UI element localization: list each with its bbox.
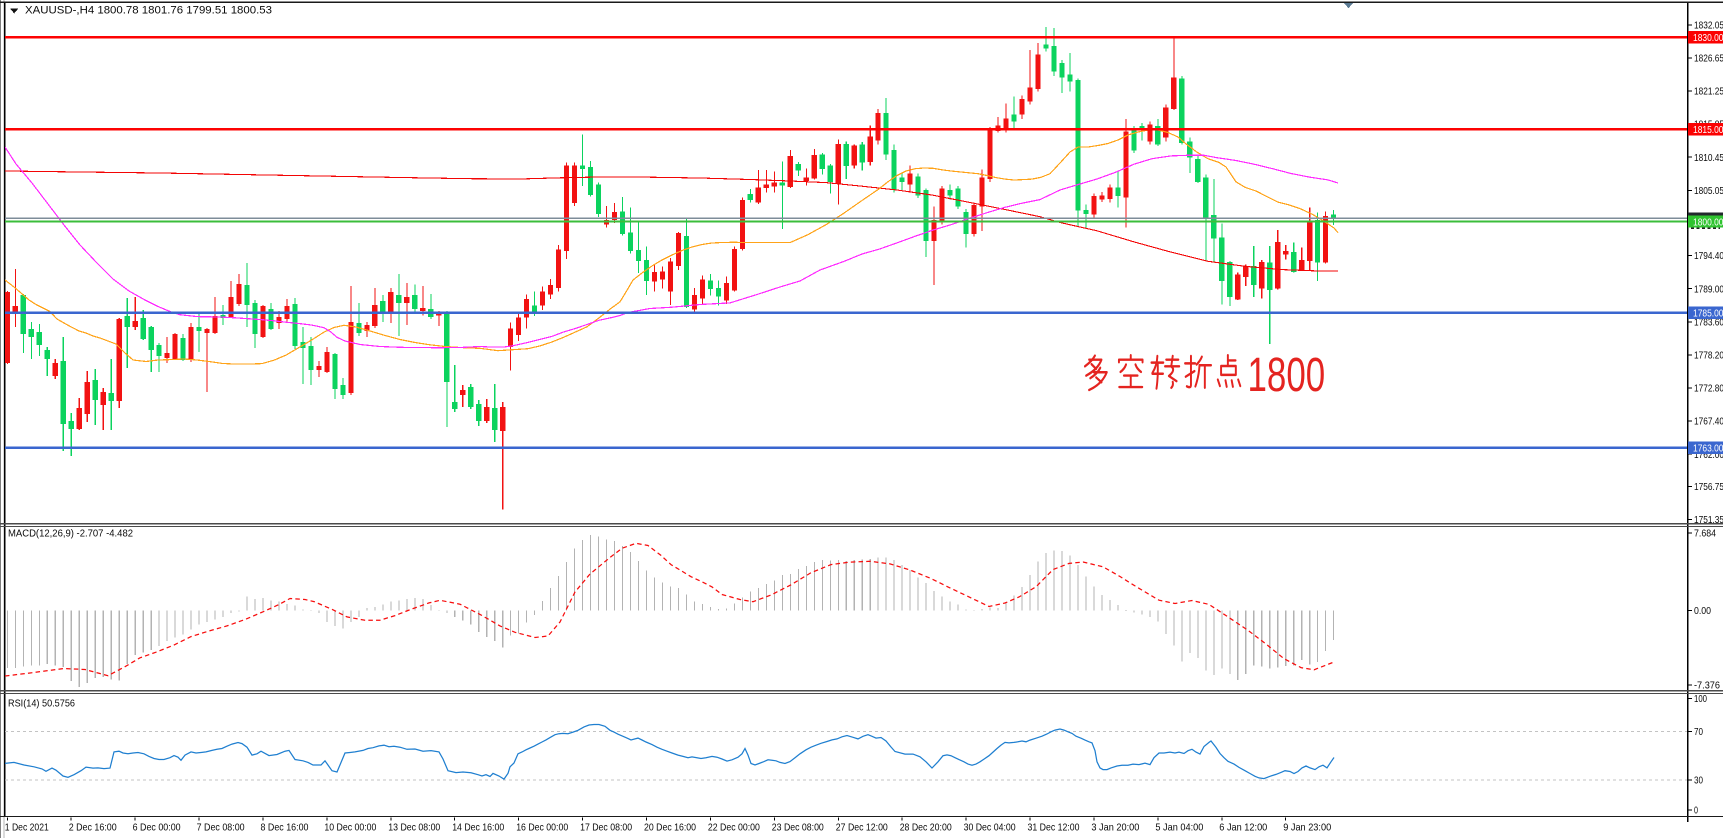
- svg-text:1 Dec 2021: 1 Dec 2021: [5, 822, 49, 834]
- svg-text:22 Dec 00:00: 22 Dec 00:00: [708, 822, 760, 834]
- svg-text:100: 100: [1694, 693, 1707, 705]
- svg-text:17 Dec 08:00: 17 Dec 08:00: [580, 822, 632, 834]
- svg-text:70: 70: [1694, 726, 1703, 738]
- svg-text:1767.40: 1767.40: [1694, 416, 1723, 428]
- svg-text:1772.80: 1772.80: [1694, 383, 1723, 395]
- svg-text:28 Dec 20:00: 28 Dec 20:00: [900, 822, 952, 834]
- svg-text:1794.40: 1794.40: [1694, 250, 1723, 262]
- svg-text:XAUUSD-,H4 1800.78 1801.76 17: XAUUSD-,H4 1800.78 1801.76 1799.51 1800.…: [25, 4, 272, 16]
- svg-text:27 Dec 12:00: 27 Dec 12:00: [836, 822, 888, 834]
- svg-text:1756.75: 1756.75: [1694, 481, 1723, 493]
- svg-text:1800: 1800: [1248, 348, 1326, 402]
- svg-text:7.684: 7.684: [1694, 528, 1716, 540]
- svg-text:7 Dec 08:00: 7 Dec 08:00: [197, 822, 245, 834]
- svg-text:1785.00: 1785.00: [1693, 308, 1723, 320]
- svg-text:1778.20: 1778.20: [1694, 350, 1723, 362]
- svg-text:1783.60: 1783.60: [1694, 316, 1723, 328]
- svg-text:6 Dec 00:00: 6 Dec 00:00: [133, 822, 181, 834]
- svg-text:5 Jan 04:00: 5 Jan 04:00: [1155, 822, 1203, 834]
- svg-text:10 Dec 00:00: 10 Dec 00:00: [324, 822, 376, 834]
- svg-text:3 Jan 20:00: 3 Jan 20:00: [1091, 822, 1139, 834]
- svg-text:RSI(14) 50.5756: RSI(14) 50.5756: [8, 698, 75, 710]
- svg-text:23 Dec 08:00: 23 Dec 08:00: [772, 822, 824, 834]
- svg-text:1810.45: 1810.45: [1694, 152, 1723, 164]
- svg-text:2 Dec 16:00: 2 Dec 16:00: [69, 822, 117, 834]
- svg-text:20 Dec 16:00: 20 Dec 16:00: [644, 822, 696, 834]
- svg-text:30 Dec 04:00: 30 Dec 04:00: [964, 822, 1016, 834]
- svg-text:1832.05: 1832.05: [1694, 19, 1723, 31]
- svg-text:-7.376: -7.376: [1694, 680, 1720, 692]
- svg-text:16 Dec 00:00: 16 Dec 00:00: [516, 822, 568, 834]
- svg-text:8 Dec 16:00: 8 Dec 16:00: [261, 822, 309, 834]
- svg-text:31 Dec 12:00: 31 Dec 12:00: [1028, 822, 1080, 834]
- svg-text:1815.00: 1815.00: [1693, 124, 1723, 136]
- svg-text:1830.00: 1830.00: [1693, 32, 1723, 44]
- svg-text:1751.35: 1751.35: [1694, 514, 1723, 526]
- svg-text:1763.00: 1763.00: [1693, 442, 1723, 454]
- svg-text:14 Dec 16:00: 14 Dec 16:00: [452, 822, 504, 834]
- svg-text:6 Jan 12:00: 6 Jan 12:00: [1219, 822, 1267, 834]
- svg-text:0.00: 0.00: [1694, 605, 1711, 617]
- svg-text:13 Dec 08:00: 13 Dec 08:00: [388, 822, 440, 834]
- svg-text:1826.65: 1826.65: [1694, 53, 1723, 65]
- svg-text:1805.05: 1805.05: [1694, 185, 1723, 197]
- svg-text:1821.25: 1821.25: [1694, 86, 1723, 98]
- svg-text:0: 0: [1694, 805, 1698, 817]
- svg-text:1800.00: 1800.00: [1693, 216, 1723, 228]
- svg-text:1789.00: 1789.00: [1694, 283, 1723, 295]
- svg-text:MACD(12,26,9) -2.707 -4.482: MACD(12,26,9) -2.707 -4.482: [8, 528, 133, 540]
- svg-text:30: 30: [1694, 775, 1703, 787]
- svg-text:9 Jan 23:00: 9 Jan 23:00: [1283, 822, 1331, 834]
